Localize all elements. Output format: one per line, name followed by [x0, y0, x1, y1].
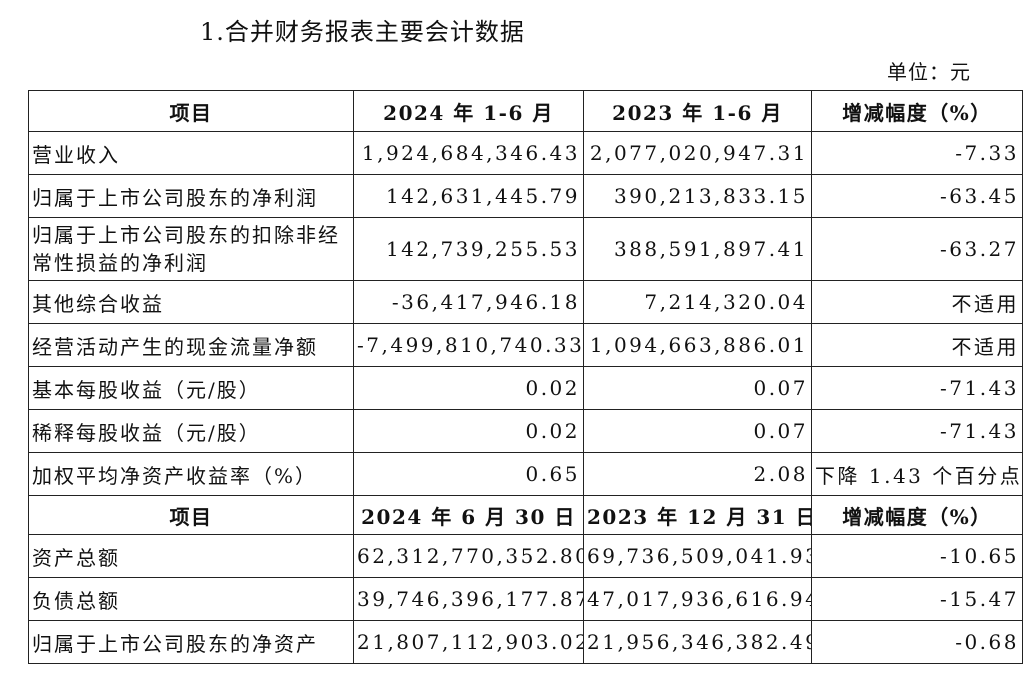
table-row: 稀释每股收益（元/股） 0.02 0.07 -71.43 — [28, 409, 1023, 453]
cell-prior: 69,736,509,041.93 — [583, 534, 812, 578]
cell-current: 0.65 — [353, 452, 584, 496]
cell-change: -15.47 — [811, 577, 1023, 621]
cell-change: 不适用 — [811, 280, 1023, 324]
cell-prior: 47,017,936,616.94 — [583, 577, 812, 621]
cell-change: -71.43 — [811, 409, 1023, 453]
table-row: 负债总额 39,746,396,177.87 47,017,936,616.94… — [28, 577, 1023, 621]
cell-change: -63.27 — [811, 217, 1023, 281]
row-label: 加权平均净资产收益率（%） — [28, 452, 354, 496]
table-header-row: 项目 2024 年 1-6 月 2023 年 1-6 月 增减幅度（%） — [28, 90, 1023, 132]
table-row: 基本每股收益（元/股） 0.02 0.07 -71.43 — [28, 366, 1023, 410]
cell-change: -0.68 — [811, 620, 1023, 664]
cell-change: 下降 1.43 个百分点 — [811, 452, 1023, 496]
cell-prior: 2,077,020,947.31 — [583, 131, 812, 175]
header-change: 增减幅度（%） — [811, 495, 1023, 535]
cell-current: 142,631,445.79 — [353, 174, 584, 218]
table-row: 归属于上市公司股东的净资产 21,807,112,903.02 21,956,3… — [28, 620, 1023, 664]
cell-prior: 2.08 — [583, 452, 812, 496]
cell-prior: 0.07 — [583, 366, 812, 410]
row-label: 营业收入 — [28, 131, 354, 175]
header-item: 项目 — [28, 90, 354, 132]
table-row: 营业收入 1,924,684,346.43 2,077,020,947.31 -… — [28, 131, 1023, 175]
cell-current: 39,746,396,177.87 — [353, 577, 584, 621]
row-label: 归属于上市公司股东的净资产 — [28, 620, 354, 664]
row-label: 资产总额 — [28, 534, 354, 578]
cell-prior: 388,591,897.41 — [583, 217, 812, 281]
table-header-row: 项目 2024 年 6 月 30 日 2023 年 12 月 31 日 增减幅度… — [28, 495, 1023, 535]
cell-prior: 1,094,663,886.01 — [583, 323, 812, 367]
cell-current: 0.02 — [353, 409, 584, 453]
header-prior-period: 2023 年 12 月 31 日 — [583, 495, 812, 535]
cell-change: 不适用 — [811, 323, 1023, 367]
cell-current: -7,499,810,740.33 — [353, 323, 584, 367]
row-label: 基本每股收益（元/股） — [28, 366, 354, 410]
header-current-period: 2024 年 1-6 月 — [353, 90, 584, 132]
header-current-period: 2024 年 6 月 30 日 — [353, 495, 584, 535]
cell-current: 1,924,684,346.43 — [353, 131, 584, 175]
row-label: 其他综合收益 — [28, 280, 354, 324]
cell-change: -71.43 — [811, 366, 1023, 410]
cell-current: 0.02 — [353, 366, 584, 410]
cell-prior: 21,956,346,382.49 — [583, 620, 812, 664]
row-label: 归属于上市公司股东的扣除非经常性损益的净利润 — [28, 217, 354, 281]
cell-change: -7.33 — [811, 131, 1023, 175]
row-label: 经营活动产生的现金流量净额 — [28, 323, 354, 367]
section-title: 1.合并财务报表主要会计数据 — [200, 18, 525, 46]
cell-change: -63.45 — [811, 174, 1023, 218]
header-prior-period: 2023 年 1-6 月 — [583, 90, 812, 132]
cell-current: 142,739,255.53 — [353, 217, 584, 281]
cell-change: -10.65 — [811, 534, 1023, 578]
row-label: 负债总额 — [28, 577, 354, 621]
cell-prior: 0.07 — [583, 409, 812, 453]
table-row: 其他综合收益 -36,417,946.18 7,214,320.04 不适用 — [28, 280, 1023, 324]
cell-current: 62,312,770,352.80 — [353, 534, 584, 578]
cell-prior: 7,214,320.04 — [583, 280, 812, 324]
row-label: 归属于上市公司股东的净利润 — [28, 174, 354, 218]
table-row: 归属于上市公司股东的扣除非经常性损益的净利润 142,739,255.53 38… — [28, 217, 1023, 281]
unit-label: 单位：元 — [887, 60, 971, 84]
header-item: 项目 — [28, 495, 354, 535]
table-row: 加权平均净资产收益率（%） 0.65 2.08 下降 1.43 个百分点 — [28, 452, 1023, 496]
cell-current: 21,807,112,903.02 — [353, 620, 584, 664]
table-row: 归属于上市公司股东的净利润 142,631,445.79 390,213,833… — [28, 174, 1023, 218]
cell-current: -36,417,946.18 — [353, 280, 584, 324]
table-row: 经营活动产生的现金流量净额 -7,499,810,740.33 1,094,66… — [28, 323, 1023, 367]
financial-data-table: 项目 2024 年 1-6 月 2023 年 1-6 月 增减幅度（%） 营业收… — [28, 90, 1023, 664]
table-row: 资产总额 62,312,770,352.80 69,736,509,041.93… — [28, 534, 1023, 578]
row-label: 稀释每股收益（元/股） — [28, 409, 354, 453]
cell-prior: 390,213,833.15 — [583, 174, 812, 218]
header-change: 增减幅度（%） — [811, 90, 1023, 132]
